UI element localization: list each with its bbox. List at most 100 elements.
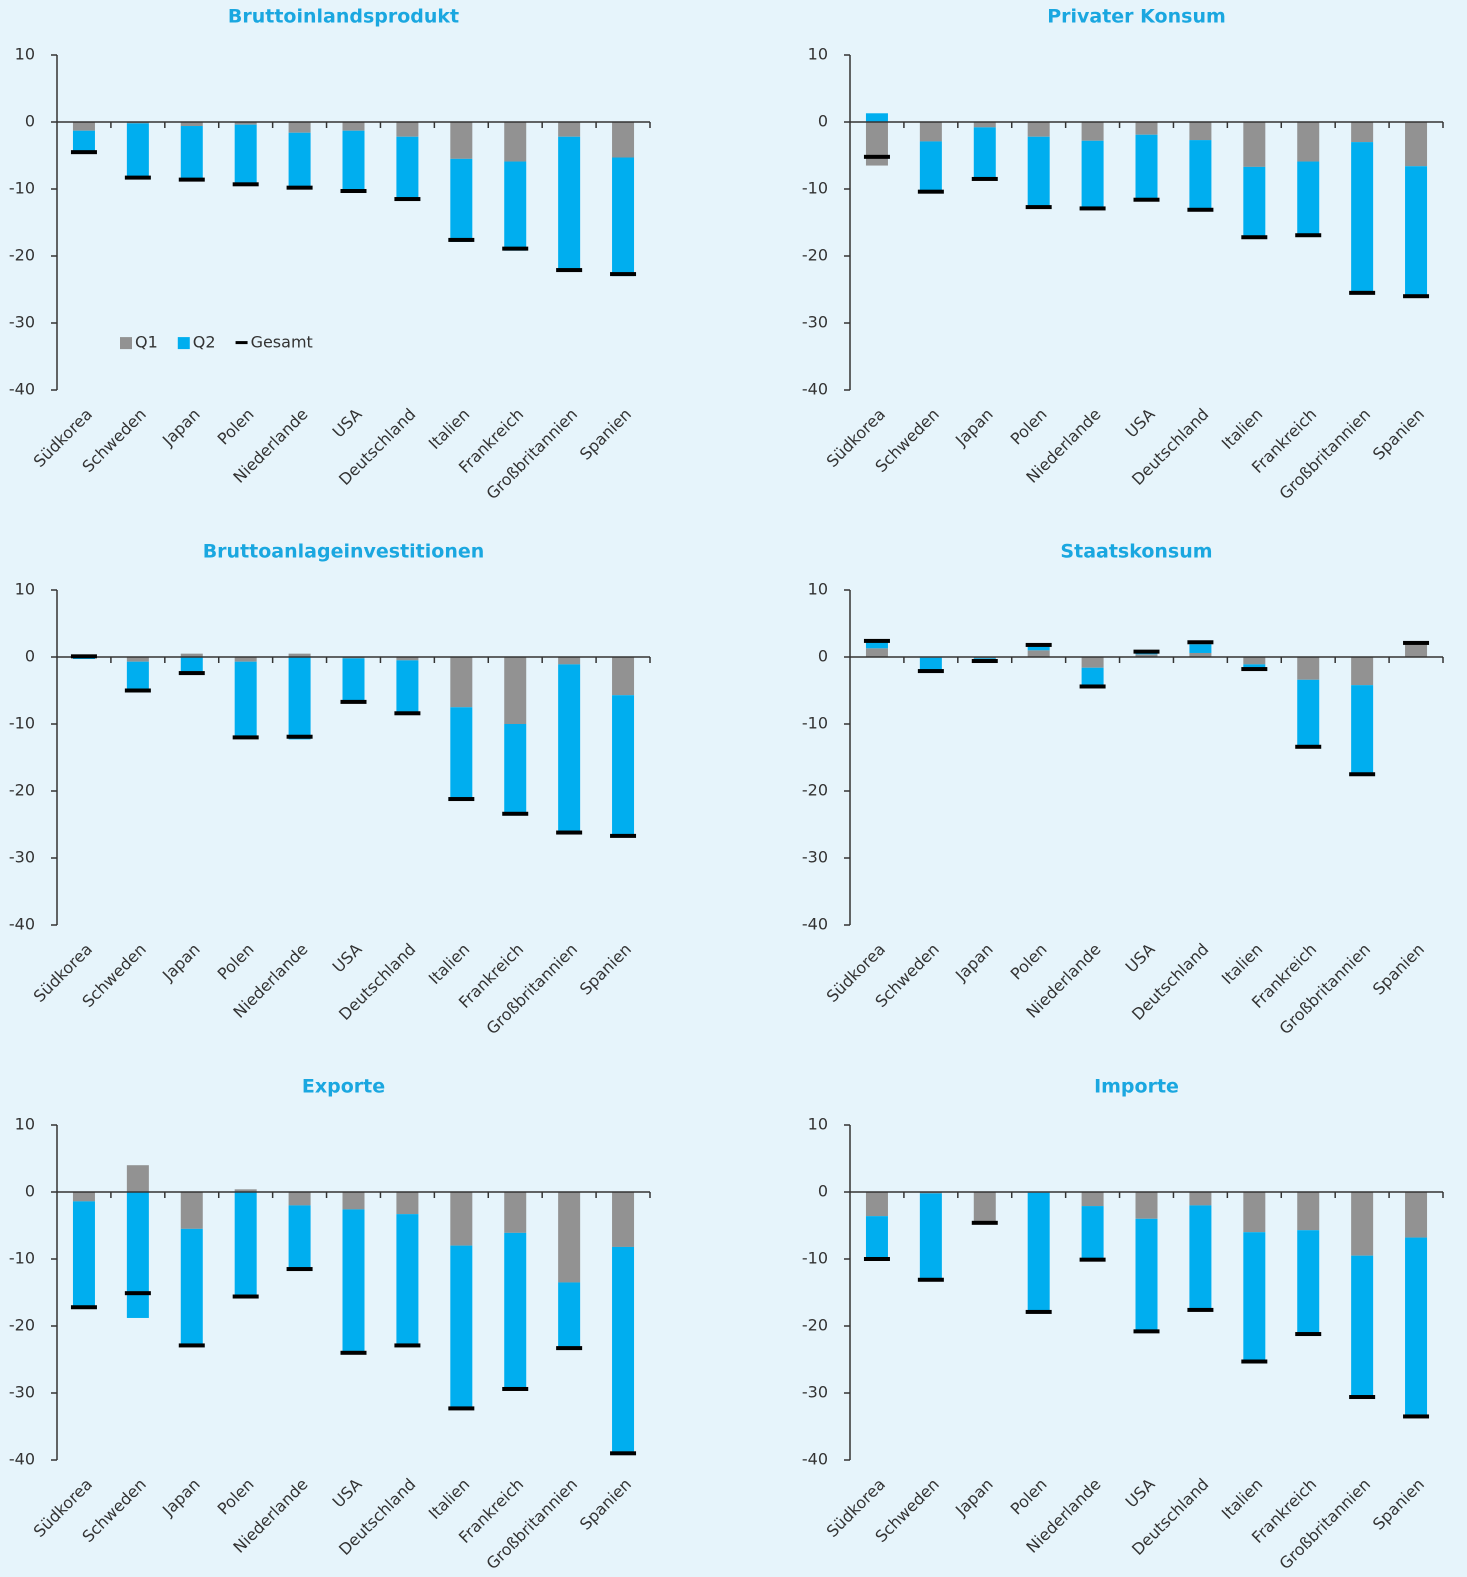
total-marker	[286, 185, 313, 190]
bar-segment	[1351, 657, 1374, 686]
y-tick-label: -40	[802, 915, 828, 934]
total-marker	[610, 1451, 637, 1456]
bar-segment	[1081, 1206, 1104, 1260]
bar-segment	[1297, 679, 1320, 747]
total-marker	[1349, 290, 1376, 295]
bar-segment	[1297, 122, 1320, 162]
bar-segment	[72, 122, 95, 131]
y-tick-label: 0	[818, 112, 828, 131]
x-tick-label: Italien	[425, 1475, 474, 1524]
bar-segment	[180, 657, 203, 672]
y-tick-label: -40	[802, 380, 828, 399]
y-tick-label: -20	[802, 781, 828, 800]
bar-segment	[919, 141, 942, 192]
bar-segment	[1081, 122, 1104, 141]
total-marker	[178, 1343, 205, 1348]
bar-segment	[1135, 1192, 1158, 1219]
total-marker	[610, 272, 637, 277]
bar-segment	[180, 1192, 203, 1229]
x-tick-label: Spanien	[576, 940, 635, 999]
x-tick-label: Großbritannien	[483, 405, 582, 504]
bar-segment	[1027, 136, 1050, 208]
bar-segment	[1351, 1255, 1374, 1398]
x-tick-label: Großbritannien	[483, 1475, 582, 1573]
x-tick-label: Italien	[1218, 1475, 1267, 1524]
bar-segment	[342, 130, 365, 192]
total-marker	[1403, 640, 1430, 645]
x-tick-label: Japan	[158, 1475, 204, 1521]
x-tick-label: USA	[329, 940, 366, 977]
bar-segment	[1243, 166, 1266, 238]
bar-segment	[612, 157, 635, 277]
x-tick-label: Japan	[951, 1475, 997, 1521]
y-tick-label: -40	[9, 915, 35, 934]
x-tick-label: Großbritannien	[1276, 1475, 1375, 1573]
bar-segment	[180, 126, 203, 181]
bar-segment	[558, 122, 581, 137]
bar-segment	[1189, 652, 1212, 657]
bar-segment	[126, 1192, 149, 1318]
x-tick-label: Spanien	[576, 1475, 635, 1534]
x-tick-label: Italien	[1218, 940, 1267, 989]
total-marker	[1187, 1307, 1214, 1312]
total-marker	[178, 177, 205, 182]
total-marker	[863, 1257, 890, 1261]
bar-segment	[504, 1192, 527, 1233]
total-marker	[1079, 1257, 1106, 1262]
x-tick-label: Spanien	[1369, 1475, 1428, 1534]
y-tick-label: -10	[9, 714, 35, 733]
x-tick-label: Spanien	[1369, 940, 1428, 999]
x-tick-label: Italien	[1218, 405, 1267, 454]
bar-segment	[288, 122, 311, 133]
bar-segment	[973, 127, 996, 179]
legend-label: Q1	[135, 333, 158, 352]
bar-segment	[1243, 1232, 1266, 1361]
bar-segment	[973, 1192, 996, 1223]
legend-label: Gesamt	[251, 333, 313, 352]
bar-segment	[504, 657, 527, 724]
total-marker	[448, 797, 475, 802]
bar-segment	[1297, 1230, 1320, 1335]
total-marker	[340, 699, 367, 704]
bar-segment	[450, 1245, 473, 1409]
y-tick-label: 10	[15, 45, 35, 64]
bar-segment	[1081, 657, 1104, 668]
bar-segment	[1405, 122, 1428, 167]
bar-segment	[1027, 122, 1050, 137]
x-tick-label: Polen	[1007, 405, 1051, 449]
bar-segment	[396, 1214, 419, 1346]
total-marker	[124, 688, 151, 693]
total-marker	[502, 246, 529, 251]
total-marker	[232, 735, 259, 740]
chart-title: Importe	[1094, 1076, 1179, 1098]
y-tick-label: -20	[9, 1316, 35, 1335]
total-marker	[1241, 667, 1268, 672]
total-marker	[1403, 294, 1430, 299]
bar-segment	[342, 658, 365, 703]
bar-segment	[612, 1246, 635, 1454]
y-tick-label: -20	[802, 246, 828, 265]
chart-title: Privater Konsum	[1047, 6, 1226, 28]
bar-segment	[288, 1205, 311, 1270]
bar-segment	[1351, 122, 1374, 143]
y-tick-label: 0	[25, 647, 35, 666]
total-marker	[448, 1406, 475, 1411]
bar-segment	[342, 1209, 365, 1353]
bar-segment	[865, 1192, 888, 1217]
x-tick-label: USA	[329, 405, 366, 442]
bar-segment	[450, 158, 473, 242]
bar-segment	[504, 1232, 527, 1389]
bar-segment	[126, 657, 149, 662]
bar-segment	[450, 707, 473, 800]
total-marker	[232, 182, 259, 187]
bar-segment	[865, 641, 888, 649]
total-marker	[863, 154, 890, 159]
bar-segment	[234, 661, 257, 737]
bar-segment	[612, 122, 635, 158]
y-tick-label: 10	[15, 1115, 35, 1134]
total-marker	[1025, 205, 1052, 210]
total-marker	[1295, 233, 1322, 238]
y-tick-label: -30	[9, 313, 35, 332]
total-marker	[124, 175, 151, 180]
